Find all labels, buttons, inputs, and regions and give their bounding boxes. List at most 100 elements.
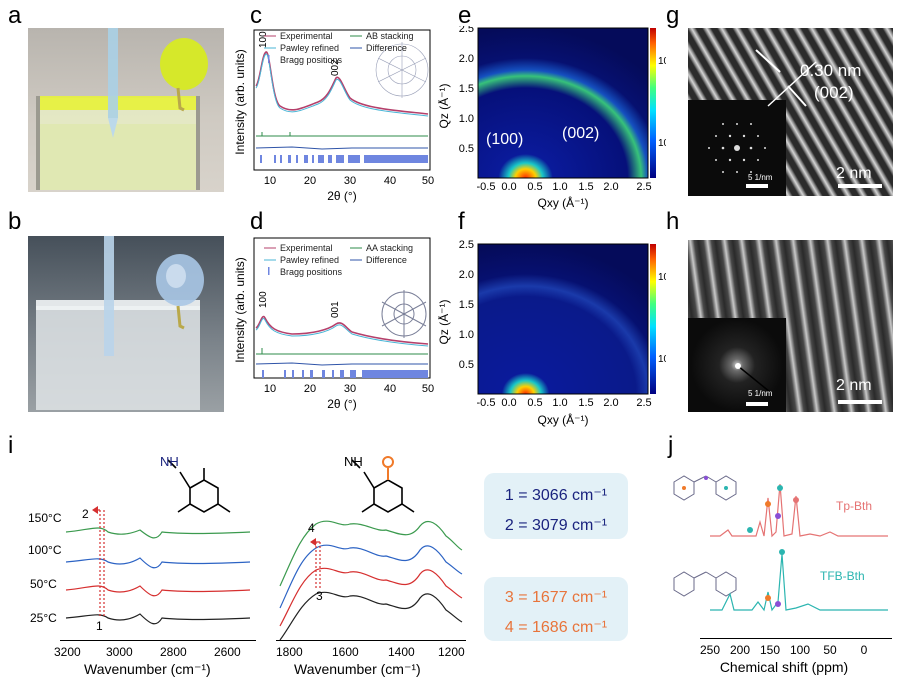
fft-inset-g: 5 1/nm bbox=[688, 100, 786, 196]
svg-text:0.5: 0.5 bbox=[527, 397, 542, 409]
xrd-c-ylabel: Intensity (arb. units) bbox=[233, 49, 247, 154]
svg-text:2.5: 2.5 bbox=[636, 181, 651, 193]
temp-100: 100°C bbox=[28, 543, 62, 557]
tem-image-g: 5 1/nm 0.30 nm (002) 2 nm bbox=[688, 28, 893, 196]
svg-text:-0.5: -0.5 bbox=[477, 397, 496, 409]
svg-text:-0.5: -0.5 bbox=[477, 181, 496, 193]
xrd-c-mol-structure bbox=[375, 42, 429, 98]
ftir-right-spectra bbox=[279, 520, 463, 641]
svg-text:2.0: 2.0 bbox=[603, 181, 618, 193]
svg-text:100: 100 bbox=[790, 643, 810, 657]
label-tfb-bth: TFB-Bth bbox=[820, 569, 865, 583]
assign-4: 4 = 1686 cm⁻¹ bbox=[504, 619, 608, 636]
svg-text:2.0: 2.0 bbox=[459, 269, 474, 281]
svg-text:10: 10 bbox=[264, 383, 276, 395]
xrd-d-pawley bbox=[255, 318, 429, 347]
svg-text:3000: 3000 bbox=[106, 645, 133, 659]
svg-text:1.5: 1.5 bbox=[459, 83, 474, 95]
svg-text:1.0: 1.0 bbox=[459, 113, 474, 125]
fft-inset-h: 5 1/nm bbox=[688, 318, 786, 412]
box-nh-assign: 1 = 3066 cm⁻¹ 2 = 3079 cm⁻¹ bbox=[484, 473, 628, 539]
assign-1: 1 = 3066 cm⁻¹ bbox=[504, 487, 608, 504]
svg-text:2.0: 2.0 bbox=[603, 397, 618, 409]
temp-50: 50°C bbox=[30, 577, 57, 591]
colorbar bbox=[650, 28, 656, 178]
svg-text:0.5: 0.5 bbox=[459, 143, 474, 155]
svg-text:AA stacking: AA stacking bbox=[366, 243, 413, 253]
molecule-enamine-left bbox=[167, 459, 231, 513]
svg-text:1800: 1800 bbox=[276, 645, 303, 659]
xrd-d-bragg-ticks bbox=[262, 370, 428, 378]
giwaxs-e: 2.5 2.0 1.5 1.0 0.5 -0.5 0.0 0.5 1.0 1.5… bbox=[438, 26, 666, 210]
nmr-molecule-tfb bbox=[673, 571, 737, 597]
panel-label-h: h bbox=[666, 208, 680, 235]
nh-label-left: NH bbox=[160, 454, 179, 469]
xrd-d-peak-001: 001 bbox=[330, 301, 341, 318]
svg-text:2θ (°): 2θ (°) bbox=[327, 397, 356, 411]
svg-text:Qxy (Å⁻¹): Qxy (Å⁻¹) bbox=[538, 412, 589, 427]
panel-label-d: d bbox=[250, 208, 264, 235]
svg-text:0.5: 0.5 bbox=[459, 359, 474, 371]
xrd-plot-d: 100 001 Experimental AA stacking Pawley … bbox=[233, 237, 434, 411]
lattice-spacing: 0.30 nm bbox=[800, 61, 861, 80]
svg-text:50: 50 bbox=[823, 643, 837, 657]
svg-text:Pawley refined: Pawley refined bbox=[280, 255, 339, 265]
ftir-panel: NH NH 150°C 100°C 50°C 25°C 2 1 3200 300… bbox=[28, 454, 466, 677]
mark-4: 4 bbox=[308, 521, 315, 535]
panel-label-b: b bbox=[8, 208, 22, 235]
svg-text:0.0: 0.0 bbox=[501, 181, 516, 193]
assign-3: 3 = 1677 cm⁻¹ bbox=[504, 589, 608, 606]
label-tp-bth: Tp-Bth bbox=[836, 499, 872, 513]
nmr-molecule-tp-dots bbox=[682, 476, 728, 490]
svg-text:30: 30 bbox=[344, 383, 356, 395]
ftir-left-spectra bbox=[65, 527, 251, 625]
nmr-xlabel: Chemical shift (ppm) bbox=[720, 659, 848, 675]
svg-text:1600: 1600 bbox=[332, 645, 359, 659]
svg-text:Intensity (arb. units): Intensity (arb. units) bbox=[233, 257, 247, 362]
panel-label-a: a bbox=[8, 2, 22, 29]
xrd-c-xlabel: 2θ (°) bbox=[327, 189, 356, 203]
legend-bragg: Bragg positions bbox=[280, 55, 343, 65]
svg-text:10: 10 bbox=[658, 138, 666, 149]
lattice-plane: (002) bbox=[814, 83, 854, 102]
svg-text:40: 40 bbox=[384, 383, 396, 395]
nmr-spectrum-tp bbox=[710, 483, 888, 538]
nmr-panel: Tp-Bth TFB-Bth 250 200 150 100 50 0 Chem… bbox=[673, 475, 892, 675]
svg-text:250: 250 bbox=[700, 643, 720, 657]
tem-image-h: 5 1/nm 2 nm bbox=[688, 240, 893, 412]
xrd-c-bragg-ticks bbox=[260, 155, 428, 163]
panel-label-c: c bbox=[250, 2, 262, 29]
svg-text:1.0: 1.0 bbox=[552, 397, 567, 409]
giwaxs-e-ylabel: Qz (Å⁻¹) bbox=[438, 84, 451, 129]
svg-text:1400: 1400 bbox=[388, 645, 415, 659]
svg-text:0.0: 0.0 bbox=[501, 397, 516, 409]
panel-label-e: e bbox=[458, 2, 472, 29]
svg-text:2 nm: 2 nm bbox=[836, 165, 872, 182]
mark-3: 3 bbox=[316, 589, 323, 603]
panel-label-f: f bbox=[458, 208, 465, 235]
svg-text:2.5: 2.5 bbox=[459, 26, 474, 35]
svg-text:150: 150 bbox=[760, 643, 780, 657]
xrd-d-experimental bbox=[255, 315, 429, 345]
svg-text:0.5: 0.5 bbox=[527, 181, 542, 193]
svg-text:1.0: 1.0 bbox=[552, 181, 567, 193]
legend-pawley: Pawley refined bbox=[280, 43, 339, 53]
panel-label-i: i bbox=[8, 432, 14, 459]
svg-text:10: 10 bbox=[658, 354, 666, 365]
assign-2: 2 = 3079 cm⁻¹ bbox=[504, 517, 608, 534]
nmr-spectrum-tfb bbox=[710, 553, 888, 612]
svg-text:5 1/nm: 5 1/nm bbox=[748, 173, 773, 182]
panel-label-j: j bbox=[668, 432, 674, 459]
svg-text:10: 10 bbox=[658, 56, 666, 67]
svg-text:3200: 3200 bbox=[54, 645, 81, 659]
svg-text:1.5: 1.5 bbox=[578, 397, 593, 409]
svg-text:1.0: 1.0 bbox=[459, 329, 474, 341]
nh-label-right: NH bbox=[344, 454, 363, 469]
svg-text:5 1/nm: 5 1/nm bbox=[748, 389, 773, 398]
xrd-c-peak-100: 100 bbox=[258, 31, 269, 48]
xrd-c-pawley bbox=[255, 53, 429, 117]
svg-text:40: 40 bbox=[384, 175, 396, 187]
giwaxs-e-xlabel: Qxy (Å⁻¹) bbox=[538, 195, 589, 210]
svg-text:1.5: 1.5 bbox=[578, 181, 593, 193]
temp-150: 150°C bbox=[28, 511, 62, 525]
